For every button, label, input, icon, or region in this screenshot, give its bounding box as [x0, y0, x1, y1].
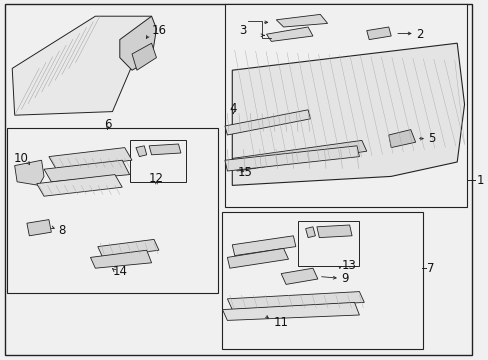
Polygon shape — [120, 16, 156, 70]
Polygon shape — [136, 146, 146, 157]
Text: 2: 2 — [415, 28, 422, 41]
Polygon shape — [316, 225, 351, 238]
Polygon shape — [15, 160, 44, 185]
Text: 3: 3 — [239, 24, 246, 37]
Text: 8: 8 — [59, 224, 66, 237]
Polygon shape — [222, 302, 359, 320]
Bar — [224, 4, 466, 207]
Polygon shape — [132, 43, 156, 70]
Polygon shape — [44, 160, 129, 182]
Polygon shape — [227, 248, 288, 268]
Polygon shape — [27, 220, 51, 236]
Polygon shape — [305, 227, 315, 238]
Text: 4: 4 — [229, 102, 237, 114]
Polygon shape — [266, 27, 312, 41]
Polygon shape — [366, 27, 390, 40]
Polygon shape — [388, 130, 415, 148]
Text: 16: 16 — [151, 24, 166, 37]
Text: 12: 12 — [149, 172, 163, 185]
Polygon shape — [12, 16, 151, 115]
Polygon shape — [232, 43, 464, 185]
Polygon shape — [224, 146, 359, 171]
Polygon shape — [49, 148, 132, 169]
Polygon shape — [149, 144, 181, 155]
Text: 9: 9 — [341, 273, 348, 285]
Text: 1: 1 — [475, 174, 483, 186]
Text: 13: 13 — [341, 259, 355, 272]
Text: 14: 14 — [112, 265, 127, 278]
Bar — [7, 128, 217, 293]
Polygon shape — [90, 250, 151, 268]
Polygon shape — [227, 292, 364, 310]
Polygon shape — [276, 14, 327, 27]
Polygon shape — [37, 175, 122, 196]
Text: 6: 6 — [103, 118, 111, 131]
Text: 11: 11 — [273, 316, 288, 329]
Polygon shape — [98, 239, 159, 257]
Polygon shape — [232, 140, 366, 171]
Polygon shape — [281, 268, 317, 284]
Text: 7: 7 — [427, 262, 434, 275]
Bar — [222, 212, 422, 349]
Text: 10: 10 — [14, 152, 28, 165]
Bar — [298, 221, 359, 266]
Polygon shape — [232, 236, 295, 256]
Text: 15: 15 — [238, 166, 252, 179]
Text: 5: 5 — [427, 132, 434, 145]
Polygon shape — [224, 110, 310, 135]
Bar — [129, 140, 185, 182]
